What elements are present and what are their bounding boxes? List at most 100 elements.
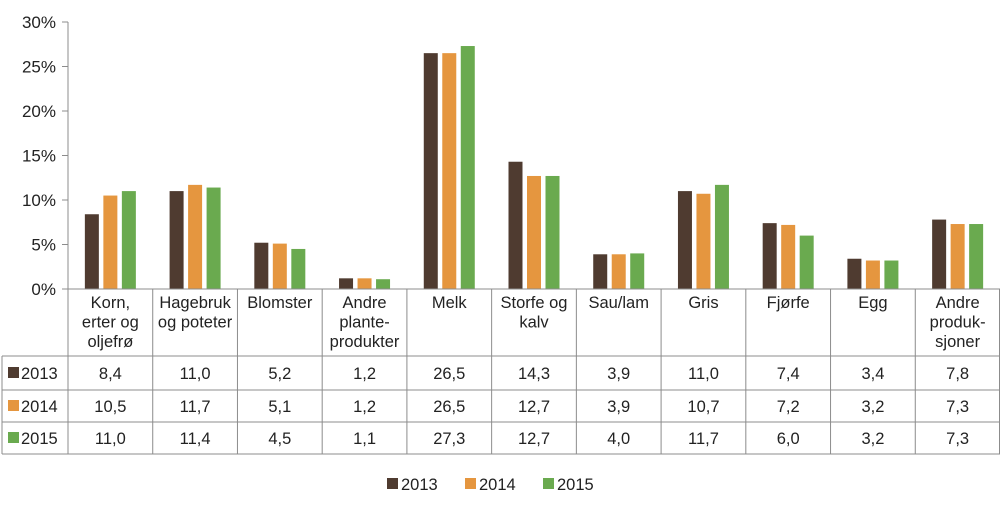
bar-2014 (865, 260, 880, 289)
bar-2014 (781, 224, 796, 289)
bar-2014 (950, 224, 965, 289)
data-label: 12,7 (518, 398, 550, 416)
data-label: 11,0 (180, 365, 211, 383)
bar-2013 (339, 278, 354, 289)
bar-2015 (376, 279, 391, 289)
bar-2013 (169, 191, 184, 289)
bar-2013 (762, 223, 777, 289)
data-label: 5,1 (268, 398, 291, 416)
x-category-label: Andre plante-produkter (330, 294, 400, 351)
bar-2013 (423, 53, 438, 290)
bar-2015 (630, 253, 645, 289)
row-series-label: 2013 (21, 365, 58, 383)
data-label: 3,9 (607, 365, 630, 383)
data-label: 3,9 (607, 398, 630, 416)
x-category-label: Sau/lam (588, 294, 649, 312)
data-label: 5,2 (268, 365, 291, 383)
bar-2015 (121, 191, 136, 289)
x-category-label: Fjørfe (767, 294, 810, 312)
data-label: 26,5 (433, 398, 465, 416)
bar-2015 (460, 46, 475, 289)
y-tick-label: 10% (22, 191, 56, 210)
bar-2013 (932, 219, 947, 289)
bar-2014 (527, 175, 541, 289)
bar-2014 (188, 184, 203, 289)
y-tick-label: 0% (31, 280, 56, 299)
bar-2013 (508, 161, 523, 289)
legend-label: 2013 (401, 476, 438, 494)
data-label: 11,7 (688, 430, 719, 448)
data-label: 7,8 (946, 365, 969, 383)
legend-key (543, 478, 554, 489)
data-label: 11,0 (688, 365, 719, 383)
y-tick-label: 30% (22, 13, 56, 32)
data-label: 7,3 (946, 398, 969, 416)
legend-label: 2014 (479, 476, 516, 494)
bar-2014 (696, 193, 711, 289)
bar-2014 (442, 53, 457, 290)
row-series-label: 2014 (21, 398, 58, 416)
bar-2013 (593, 254, 608, 289)
bar-2015 (291, 248, 306, 289)
data-label: 1,2 (353, 365, 376, 383)
bars (84, 46, 984, 290)
data-label: 12,7 (518, 430, 550, 448)
x-category-label: Egg (858, 294, 887, 312)
x-category-label: Storfe og kalv (501, 294, 568, 332)
legend-label: 2015 (557, 476, 594, 494)
x-category-label: Gris (688, 294, 718, 312)
row-legend-key (8, 432, 19, 443)
data-label: 11,4 (180, 430, 211, 448)
data-table: Korn, erter og oljefrø Hagebruk og poteter Bl… (1, 288, 1000, 455)
data-label: 7,2 (777, 398, 800, 416)
data-label: 3,2 (861, 398, 884, 416)
data-label: 10,5 (94, 398, 126, 416)
bar-2015 (545, 175, 560, 289)
data-label: 14,3 (518, 365, 550, 383)
data-label: 4,5 (268, 430, 291, 448)
data-label: 6,0 (777, 430, 800, 448)
bar-2015 (799, 235, 814, 289)
row-series-label: 2015 (21, 430, 58, 448)
bar-2014 (611, 254, 626, 289)
data-label: 10,7 (687, 398, 719, 416)
data-label: 11,7 (180, 398, 211, 416)
bar-2015 (714, 184, 729, 289)
data-label: 3,2 (861, 430, 884, 448)
bar-2015 (206, 187, 221, 289)
data-label: 26,5 (433, 365, 465, 383)
x-category-label: Hagebruk og poteter (158, 294, 233, 332)
legend-key (465, 478, 476, 489)
row-legend-key (8, 367, 19, 378)
bar-2014 (272, 243, 287, 289)
legend: 2013 2014 2015 (387, 476, 594, 494)
bar-2015 (884, 260, 899, 289)
bar-2013 (847, 258, 862, 289)
y-axis: 0% 5% 10% 15% 20% 25% 30% (22, 13, 69, 299)
legend-key (387, 478, 398, 489)
x-category-label: Melk (432, 294, 468, 312)
data-label: 27,3 (433, 430, 465, 448)
data-label: 3,4 (861, 365, 884, 383)
x-category-label: Korn, erter og oljefrø (82, 294, 139, 351)
y-tick-label: 5% (31, 236, 56, 255)
data-label: 8,4 (99, 365, 122, 383)
bar-2013 (254, 242, 269, 289)
data-label: 4,0 (607, 430, 630, 448)
bar-2013 (677, 191, 692, 289)
row-legend-key (8, 400, 19, 411)
y-tick-label: 20% (22, 102, 56, 121)
data-label: 11,0 (95, 430, 126, 448)
bar-2014 (357, 278, 372, 289)
x-category-label: Andre produk-sjoner (930, 294, 986, 351)
data-label: 7,3 (946, 430, 969, 448)
y-tick-label: 15% (22, 147, 56, 166)
y-tick-label: 25% (22, 58, 56, 77)
data-label: 1,2 (353, 398, 376, 416)
data-label: 7,4 (777, 365, 800, 383)
bar-2015 (969, 224, 984, 289)
bar-2014 (103, 195, 118, 289)
data-label: 1,1 (353, 430, 376, 448)
x-category-label: Blomster (247, 294, 313, 312)
